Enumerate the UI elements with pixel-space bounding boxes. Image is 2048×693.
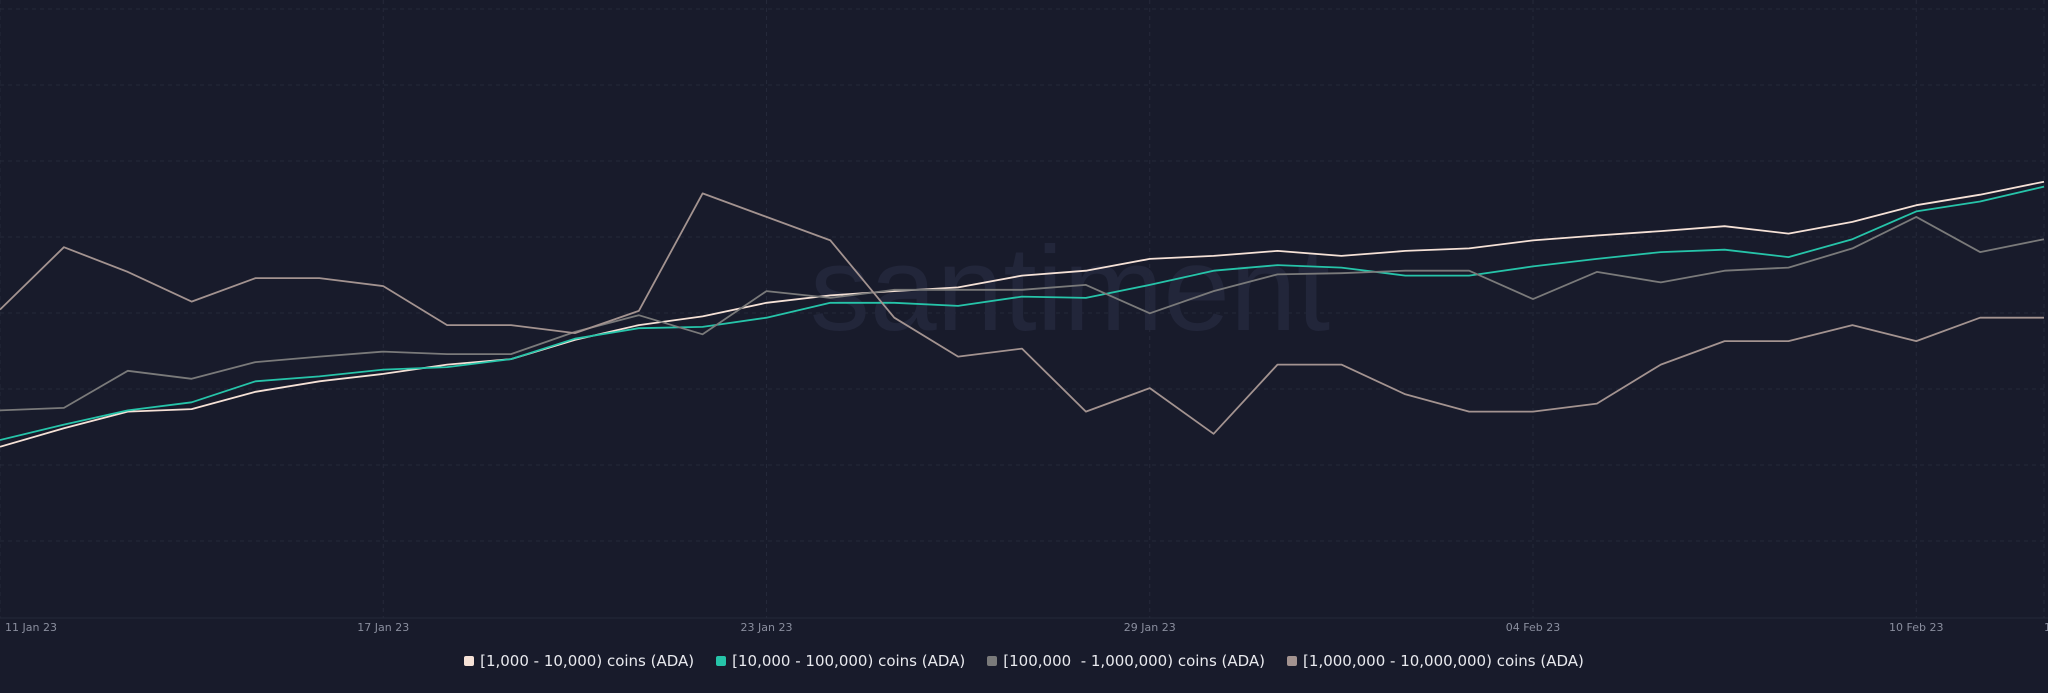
series-line [0,216,2045,412]
legend-item[interactable]: [1,000 - 10,000) coins (ADA) [464,652,694,670]
legend-item[interactable]: [1,000,000 - 10,000,000) coins (ADA) [1287,652,1584,670]
legend-item[interactable]: [100,000 - 1,000,000) coins (ADA) [987,652,1265,670]
x-tick-label: 04 Feb 23 [1506,621,1560,634]
series-line [0,185,2045,441]
x-tick-label: 11 Jan 23 [5,621,57,634]
x-tick-label: 29 Jan 23 [1124,621,1176,634]
x-tick-label: 12 Feb [2044,621,2048,634]
x-tick-label: 10 Feb 23 [1889,621,1943,634]
x-tick-label: 23 Jan 23 [741,621,793,634]
legend-swatch [716,656,727,666]
series-line [0,180,2045,448]
x-tick-label: 17 Jan 23 [357,621,409,634]
legend-swatch [1287,656,1298,666]
legend-label: [1,000,000 - 10,000,000) coins (ADA) [1303,652,1584,670]
legend-swatch [987,656,998,666]
legend-label: [10,000 - 100,000) coins (ADA) [732,652,966,670]
legend: [1,000 - 10,000) coins (ADA) [10,000 - 10… [0,652,2048,670]
legend-label: [100,000 - 1,000,000) coins (ADA) [1003,652,1266,670]
chart: santiment 11 Jan 23 17 Jan 23 23 Jan 23 29 … [0,0,2048,634]
watermark: santiment [810,222,1330,356]
series-line [0,192,2044,435]
legend-swatch [464,656,475,666]
legend-item[interactable]: [10,000 - 100,000) coins (ADA) [716,652,965,670]
grid [0,8,2048,619]
legend-label: [1,000 - 10,000) coins (ADA) [480,652,695,670]
